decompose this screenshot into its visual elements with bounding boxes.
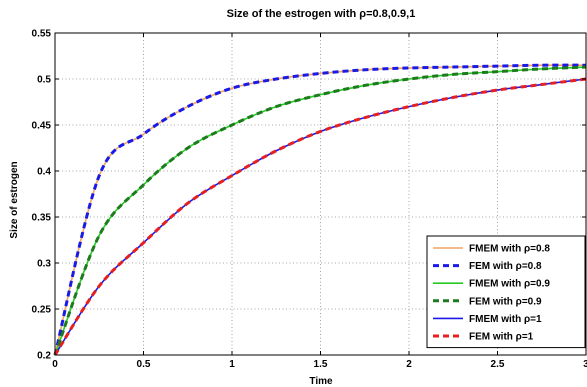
legend-box <box>426 235 586 349</box>
x-tick-label: 1 <box>229 359 235 370</box>
legend-label-1: FEM with ρ=0.8 <box>469 261 542 272</box>
series-line-3 <box>53 65 587 356</box>
y-tick-label: 0.55 <box>32 29 52 40</box>
series-line-5 <box>53 77 587 356</box>
legend-label-5: FEM with ρ=1 <box>469 332 534 343</box>
y-tick-label: 0.25 <box>32 305 52 316</box>
legend: FMEM with ρ=0.8 FEM with ρ=0.8 FMEM with ρ… <box>426 235 586 349</box>
legend-label-3: FEM with ρ=0.9 <box>469 296 542 307</box>
y-tick-label: 0.3 <box>37 259 51 270</box>
x-axis-label: Time <box>309 376 333 387</box>
y-tick-label: 0.5 <box>37 75 51 86</box>
series-layer <box>53 63 587 356</box>
legend-label-2: FMEM with ρ=0.9 <box>469 279 550 290</box>
y-tick-label: 0.4 <box>37 167 51 178</box>
legend-label-4: FMEM with ρ=1 <box>469 314 542 325</box>
tick-labels: 0 0.5 1 1.5 2 2.5 3 0.2 0.25 0.3 0.35 0.4 0.45 0.5 0.5… <box>32 29 587 371</box>
x-tick-label: 2 <box>406 359 412 370</box>
y-tick-label: 0.45 <box>32 121 52 132</box>
x-tick-label: 0 <box>52 359 58 370</box>
x-tick-label: 2.5 <box>491 359 505 370</box>
grid <box>55 33 586 355</box>
y-tick-label: 0.35 <box>32 213 52 224</box>
x-tick-label: 1.5 <box>314 359 328 370</box>
series-line-1 <box>53 63 587 356</box>
y-axis-label: Size of estrogen <box>9 161 20 238</box>
y-tick-label: 0.2 <box>37 351 51 362</box>
legend-label-0: FMEM with ρ=0.8 <box>469 244 550 255</box>
x-tick-label: 0.5 <box>137 359 151 370</box>
x-tick-label: 3 <box>583 359 587 370</box>
chart-title: Size of the estrogen with ρ=0.8,0.9,1 <box>227 8 416 20</box>
